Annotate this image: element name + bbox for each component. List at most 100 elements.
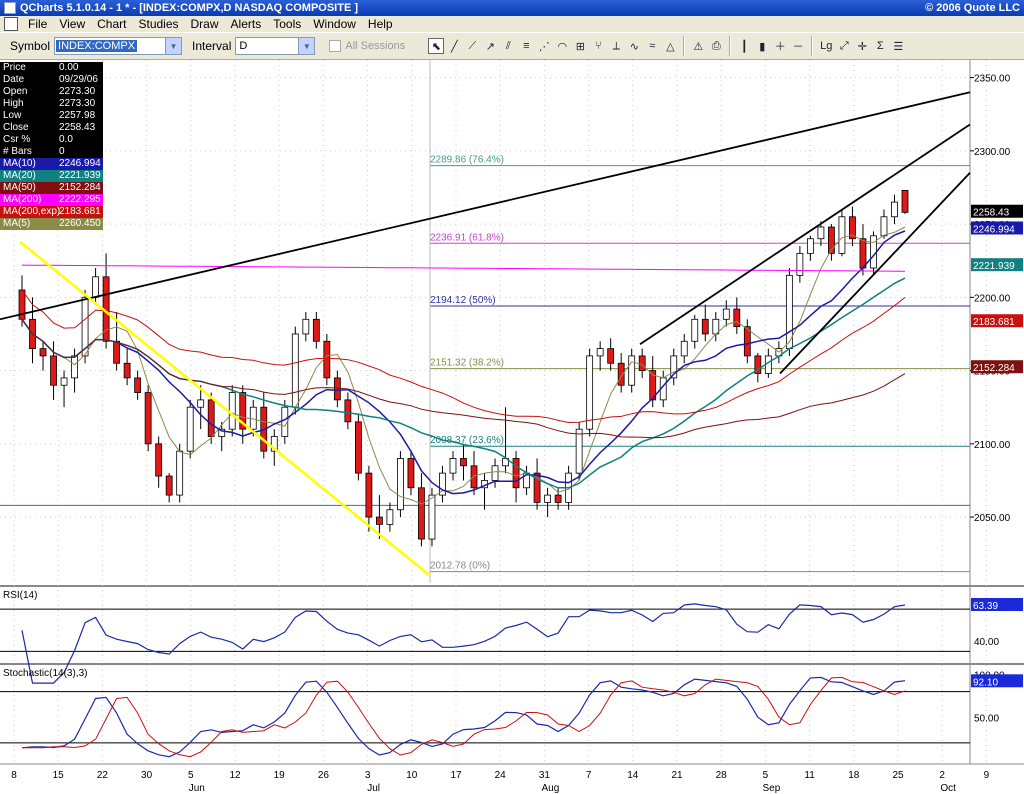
candle — [228, 385, 236, 437]
candle-body — [638, 355, 646, 371]
candle — [397, 451, 404, 518]
candle — [849, 206, 856, 247]
regression-icon[interactable]: ≈ — [649, 40, 656, 52]
data-row: Date 09/29/06 — [0, 74, 103, 86]
fib-fan-icon[interactable]: ⋰ — [538, 40, 550, 53]
interval-value[interactable]: D — [239, 40, 248, 52]
cycle-icon[interactable]: ∿ — [629, 40, 639, 53]
data-value: 2246.994 — [59, 158, 101, 169]
symbol-value[interactable]: INDEX:COMPX — [56, 40, 138, 52]
data-label: Price — [3, 62, 26, 73]
chart-canvas[interactable]: 8 15 22 30 5 12 19 26 3 10 17 24 31 7 14 21 28 5 11 18 25 2 9 J… — [0, 60, 1024, 794]
ray-icon[interactable]: ⟋ — [468, 39, 477, 52]
candle-body — [680, 340, 688, 357]
data-value: 2221.939 — [59, 170, 101, 181]
date-tick-label: 17 — [450, 770, 462, 781]
all-sessions-checkbox[interactable]: All Sessions — [329, 40, 405, 52]
candle — [449, 451, 457, 481]
zoom-in-icon[interactable]: ＋ — [774, 41, 786, 53]
data-label: MA(20) — [3, 170, 36, 181]
candle — [691, 314, 699, 349]
candle — [481, 473, 488, 510]
last-price-text: 2246.994 — [973, 224, 1015, 235]
data-label: Close — [3, 122, 29, 133]
menu-alerts[interactable]: Alerts — [230, 17, 262, 31]
data-value: 2273.30 — [59, 86, 96, 97]
properties-icon[interactable]: ☰ — [893, 40, 904, 53]
fib-arc-icon[interactable]: ◠ — [557, 40, 568, 53]
checkbox-box[interactable] — [329, 40, 342, 52]
last-price-text: 2152.284 — [973, 363, 1015, 374]
candle-body — [39, 348, 47, 357]
candle — [218, 421, 226, 452]
andrews-fork-icon[interactable]: ⑂ — [594, 40, 602, 52]
gann-icon[interactable]: ⊞ — [575, 40, 585, 53]
candle-style-icon[interactable]: ▮ — [759, 40, 766, 53]
candle-body — [806, 238, 814, 254]
menu-tools[interactable]: Tools — [273, 17, 302, 31]
data-value: 2152.284 — [59, 182, 101, 193]
candle — [512, 451, 520, 503]
line-icon[interactable]: ╱ — [450, 40, 458, 53]
menu-view[interactable]: View — [59, 17, 86, 31]
arrow-line-icon[interactable]: ↗ — [485, 40, 495, 53]
candle — [197, 385, 205, 430]
rsi-value-label: 63.39 — [971, 598, 1023, 612]
last-price-text: 2183.681 — [973, 317, 1015, 328]
chevron-down-icon[interactable]: ▼ — [165, 38, 182, 54]
ma5-line — [21, 226, 906, 505]
candle-body — [60, 377, 68, 386]
data-value: 0.0 — [59, 134, 73, 145]
candle-body — [165, 475, 173, 496]
channel-icon[interactable]: ⫽ — [505, 39, 511, 52]
candle — [165, 473, 173, 503]
menu-help[interactable]: Help — [367, 17, 393, 31]
candle — [134, 370, 142, 400]
triangle-icon[interactable]: △ — [666, 40, 675, 53]
data-value: 2257.98 — [59, 110, 96, 121]
fib-level-label: 2194.12 (50%) — [430, 295, 496, 306]
zoom-out-icon[interactable]: － — [792, 41, 804, 53]
data-label: MA(5) — [3, 218, 31, 229]
stoch-k-line — [21, 676, 906, 758]
menu-studies[interactable]: Studies — [138, 17, 179, 31]
alert-icon[interactable]: ⚠ — [693, 40, 704, 53]
candle-body — [207, 399, 215, 437]
candle-body — [123, 362, 131, 379]
candle-body — [586, 355, 594, 430]
symbol-combo[interactable]: INDEX:COMPX ▼ — [54, 37, 183, 55]
study-icon[interactable]: Σ — [876, 40, 884, 52]
print-icon[interactable]: ⎙ — [711, 39, 721, 52]
candle-body — [849, 216, 856, 240]
candle — [575, 421, 583, 481]
candle — [743, 319, 751, 364]
pointer-icon[interactable]: ⬉ — [428, 38, 445, 54]
candle-body — [891, 201, 898, 218]
auto-scale-icon[interactable]: ⤢ — [839, 39, 849, 52]
candle-body — [460, 458, 467, 467]
app-icon[interactable] — [4, 2, 16, 14]
candle — [207, 392, 215, 444]
candle-body — [418, 487, 425, 540]
chart-area[interactable]: 8 15 22 30 5 12 19 26 3 10 17 24 31 7 14 21 28 5 11 18 25 2 9 J… — [0, 60, 1024, 794]
stoch-value-box — [971, 674, 1023, 688]
last-price-box — [971, 314, 1023, 328]
speed-line-icon[interactable]: ⟂ — [612, 39, 620, 52]
interval-combo[interactable]: D ▼ — [235, 37, 316, 55]
date-tick-label: 18 — [848, 770, 860, 781]
menu-file[interactable]: File — [28, 17, 48, 31]
chevron-down-icon[interactable]: ▼ — [298, 38, 315, 54]
crosshair-icon[interactable]: ✛ — [857, 40, 867, 53]
menu-draw[interactable]: Draw — [190, 17, 219, 31]
mdi-chart-icon[interactable] — [4, 17, 18, 31]
menu-window[interactable]: Window — [313, 17, 356, 31]
candle — [617, 352, 625, 393]
log-scale-icon[interactable]: Lg — [820, 40, 833, 52]
bar-style-icon[interactable]: ┃ — [740, 40, 748, 53]
candle-body — [701, 318, 709, 335]
last-price-label: 2152.284 — [971, 360, 1023, 374]
fib-retracement-icon[interactable]: ≡ — [523, 40, 530, 52]
copyright-text: © 2006 Quote LLC — [925, 2, 1020, 14]
menu-chart[interactable]: Chart — [97, 17, 127, 31]
candle-body — [596, 348, 604, 357]
